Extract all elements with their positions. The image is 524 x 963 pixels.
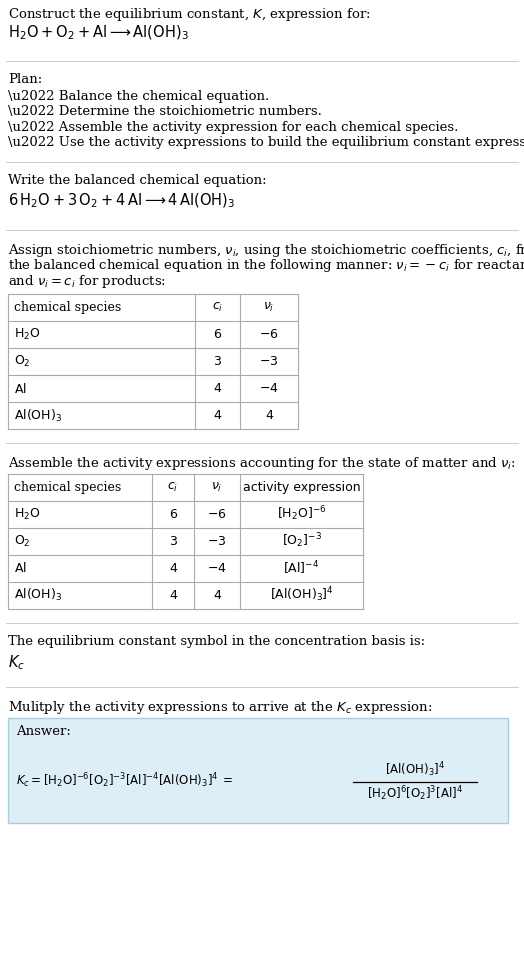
Text: 3: 3: [214, 355, 222, 368]
Text: $[\mathrm{Al(OH)_3}]^{4}$: $[\mathrm{Al(OH)_3}]^{4}$: [385, 761, 445, 779]
Text: $\mathrm{O_2}$: $\mathrm{O_2}$: [14, 534, 30, 549]
Text: $-4$: $-4$: [207, 561, 227, 575]
Text: $-6$: $-6$: [207, 508, 227, 520]
Text: 4: 4: [169, 561, 177, 575]
Text: and $\nu_i = c_i$ for products:: and $\nu_i = c_i$ for products:: [8, 273, 166, 290]
Text: $c_i$: $c_i$: [167, 481, 179, 494]
Text: \u2022 Use the activity expressions to build the equilibrium constant expression: \u2022 Use the activity expressions to b…: [8, 136, 524, 149]
Text: 4: 4: [214, 382, 222, 395]
Text: $K_c$: $K_c$: [8, 653, 25, 672]
Text: $\nu_i$: $\nu_i$: [264, 301, 275, 314]
Text: \u2022 Balance the chemical equation.: \u2022 Balance the chemical equation.: [8, 90, 269, 102]
Text: Plan:: Plan:: [8, 73, 42, 86]
FancyBboxPatch shape: [8, 718, 508, 823]
Bar: [8, 474, 363, 609]
Text: Construct the equilibrium constant, $K$, expression for:: Construct the equilibrium constant, $K$,…: [8, 6, 370, 23]
Text: $\mathrm{H_2O}$: $\mathrm{H_2O}$: [14, 507, 40, 522]
Text: \u2022 Assemble the activity expression for each chemical species.: \u2022 Assemble the activity expression …: [8, 120, 458, 134]
Text: 4: 4: [213, 588, 221, 602]
Text: $-3$: $-3$: [259, 355, 279, 368]
Text: the balanced chemical equation in the following manner: $\nu_i = -c_i$ for react: the balanced chemical equation in the fo…: [8, 257, 524, 274]
Text: \u2022 Determine the stoichiometric numbers.: \u2022 Determine the stoichiometric numb…: [8, 105, 322, 118]
Text: $[\mathrm{Al}]^{-4}$: $[\mathrm{Al}]^{-4}$: [283, 560, 320, 577]
Text: Assign stoichiometric numbers, $\nu_i$, using the stoichiometric coefficients, $: Assign stoichiometric numbers, $\nu_i$, …: [8, 242, 524, 258]
Text: $\mathrm{O_2}$: $\mathrm{O_2}$: [14, 354, 30, 369]
Text: $[\mathrm{H_2O}]^{-6}$: $[\mathrm{H_2O}]^{-6}$: [277, 505, 326, 523]
Text: Answer:: Answer:: [16, 725, 71, 738]
Text: Write the balanced chemical equation:: Write the balanced chemical equation:: [8, 173, 267, 187]
Bar: [8, 294, 298, 429]
Text: chemical species: chemical species: [14, 481, 121, 493]
Text: Mulitply the activity expressions to arrive at the $K_c$ expression:: Mulitply the activity expressions to arr…: [8, 698, 432, 716]
Text: $-3$: $-3$: [208, 534, 227, 548]
Text: 3: 3: [169, 534, 177, 548]
Text: $\mathrm{Al(OH)_3}$: $\mathrm{Al(OH)_3}$: [14, 587, 62, 603]
Text: $[\mathrm{H_2O}]^{6}[\mathrm{O_2}]^{3}[\mathrm{Al}]^{4}$: $[\mathrm{H_2O}]^{6}[\mathrm{O_2}]^{3}[\…: [367, 785, 463, 803]
Text: activity expression: activity expression: [243, 481, 361, 493]
Text: $-4$: $-4$: [259, 382, 279, 395]
Text: $\mathrm{Al}$: $\mathrm{Al}$: [14, 561, 27, 575]
Text: 4: 4: [169, 588, 177, 602]
Text: 4: 4: [214, 409, 222, 422]
Text: The equilibrium constant symbol in the concentration basis is:: The equilibrium constant symbol in the c…: [8, 635, 425, 647]
Text: $\nu_i$: $\nu_i$: [211, 481, 223, 494]
Text: $c_i$: $c_i$: [212, 301, 223, 314]
Text: 6: 6: [169, 508, 177, 520]
Text: 4: 4: [265, 409, 273, 422]
Text: $[\mathrm{O_2}]^{-3}$: $[\mathrm{O_2}]^{-3}$: [281, 532, 322, 550]
Text: $\mathrm{H_2O}$: $\mathrm{H_2O}$: [14, 327, 40, 342]
Text: $K_c = [\mathrm{H_2O}]^{-6}[\mathrm{O_2}]^{-3}[\mathrm{Al}]^{-4}[\mathrm{Al(OH)_: $K_c = [\mathrm{H_2O}]^{-6}[\mathrm{O_2}…: [16, 771, 234, 791]
Text: $-6$: $-6$: [259, 328, 279, 341]
Text: $6\,\mathrm{H_2O} + 3\,\mathrm{O_2} + 4\,\mathrm{Al} \longrightarrow 4\,\mathrm{: $6\,\mathrm{H_2O} + 3\,\mathrm{O_2} + 4\…: [8, 192, 235, 210]
Text: chemical species: chemical species: [14, 301, 121, 314]
Text: $[\mathrm{Al(OH)_3}]^{4}$: $[\mathrm{Al(OH)_3}]^{4}$: [269, 586, 333, 605]
Text: $\mathrm{H_2O + O_2 + Al} \longrightarrow \mathrm{Al(OH)_3}$: $\mathrm{H_2O + O_2 + Al} \longrightarro…: [8, 23, 189, 42]
Text: Assemble the activity expressions accounting for the state of matter and $\nu_i$: Assemble the activity expressions accoun…: [8, 455, 516, 472]
Text: $\mathrm{Al(OH)_3}$: $\mathrm{Al(OH)_3}$: [14, 407, 62, 424]
Text: 6: 6: [214, 328, 222, 341]
Text: $\mathrm{Al}$: $\mathrm{Al}$: [14, 381, 27, 396]
